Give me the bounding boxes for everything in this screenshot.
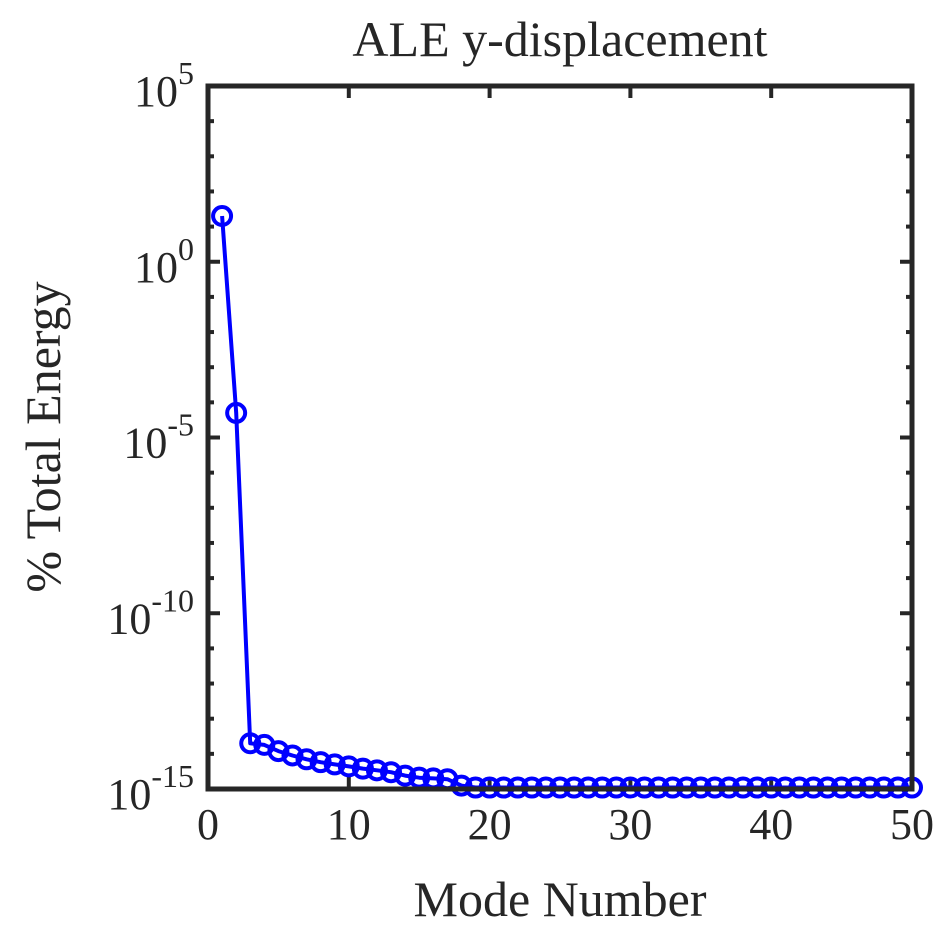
data-point <box>351 757 374 780</box>
y-tick-base: 10 <box>107 594 151 643</box>
x-tick-label: 20 <box>468 800 512 849</box>
y-tick-base: 10 <box>107 770 151 819</box>
data-point <box>225 401 248 424</box>
y-tick-base: 10 <box>123 419 167 468</box>
y-tick-label: 10-10 <box>107 582 194 643</box>
data-point <box>365 759 388 782</box>
y-tick-exponent: -15 <box>151 758 194 794</box>
data-point <box>267 740 290 763</box>
data-point <box>450 774 473 797</box>
data-point <box>380 761 403 784</box>
data-point <box>323 753 346 776</box>
data-point <box>239 732 262 755</box>
y-tick-exponent: -5 <box>167 407 194 443</box>
x-tick-label: 10 <box>327 800 371 849</box>
x-tick-label: 0 <box>197 800 219 849</box>
y-tick-label: 10-5 <box>123 407 194 468</box>
data-point <box>309 751 332 774</box>
y-tick-label: 105 <box>134 55 194 116</box>
x-tick-label: 30 <box>608 800 652 849</box>
data-point <box>295 748 318 771</box>
y-axis-label: % Total Energy <box>15 281 71 592</box>
data-point <box>337 755 360 778</box>
data-point <box>211 205 234 228</box>
data-point <box>394 764 417 787</box>
x-tick-label: 50 <box>890 800 934 849</box>
chart-title: ALE y-displacement <box>352 11 767 67</box>
x-tick-label: 40 <box>749 800 793 849</box>
data-point <box>281 744 304 767</box>
x-axis-label: Mode Number <box>414 871 707 927</box>
y-tick-label: 100 <box>134 231 194 292</box>
x-tick-labels: 0 10 20 30 40 50 <box>197 800 934 849</box>
y-tick-exponent: 5 <box>178 55 194 91</box>
plot-area-frame <box>205 83 915 792</box>
y-tick-base: 10 <box>134 67 178 116</box>
y-tick-exponent: -10 <box>151 582 194 618</box>
y-tick-label: 10-15 <box>107 758 194 819</box>
y-tick-exponent: 0 <box>178 231 194 267</box>
y-tick-base: 10 <box>134 243 178 292</box>
